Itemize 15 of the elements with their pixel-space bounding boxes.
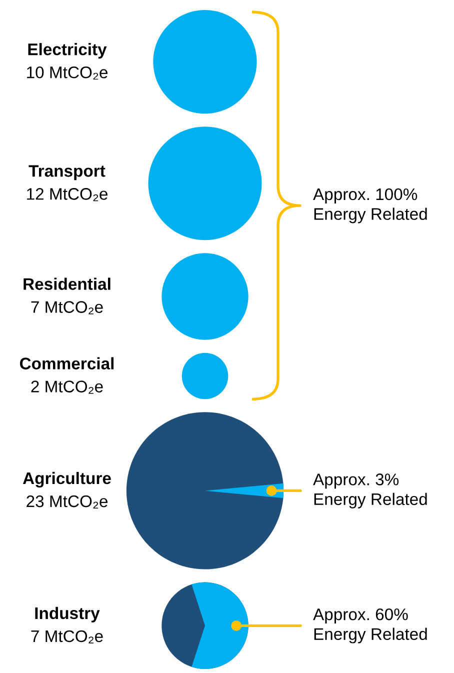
data-label: 7 MtCO₂e xyxy=(31,630,103,644)
text: Approx. 100% Energy Related xyxy=(313,188,427,224)
data-label: Approx. 60% Energy Related xyxy=(313,608,427,644)
category-label: Agriculture xyxy=(22,472,111,488)
data-label: 12 MtCO₂e xyxy=(27,188,108,202)
category-label: Commercial xyxy=(20,357,114,370)
category-label: Industry xyxy=(35,606,100,622)
data-label: 2 MtCO₂e xyxy=(31,380,103,394)
category-label: Electricity xyxy=(28,43,107,59)
data-label: 23 MtCO₂e xyxy=(26,495,108,508)
category-label: Transport xyxy=(28,165,106,180)
data-label: 10 MtCO₂e xyxy=(27,66,108,80)
data-label: Approx. 3% Energy Related xyxy=(313,474,427,508)
category-label: Residential xyxy=(24,278,110,290)
data-label: 7 MtCO₂e xyxy=(31,301,103,314)
